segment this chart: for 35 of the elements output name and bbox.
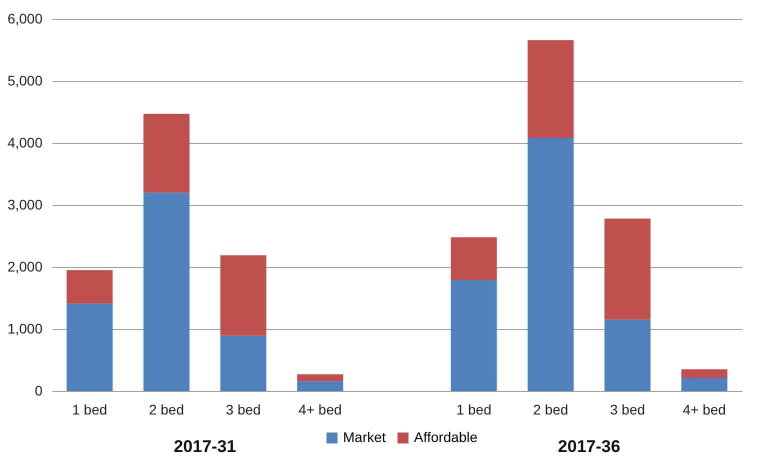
bar <box>528 138 574 391</box>
y-tick-label: 2,000 <box>7 258 43 274</box>
bar <box>66 304 113 391</box>
legend-label: Market <box>343 429 386 445</box>
y-tick-label: 1,000 <box>7 320 43 336</box>
bar <box>450 280 497 391</box>
x-tick-label: 4+ bed <box>298 402 342 418</box>
x-tick-label: 4+ bed <box>682 402 726 418</box>
y-tick-label: 6,000 <box>7 10 43 26</box>
text: 2017-36 <box>558 437 620 456</box>
bar <box>450 237 497 280</box>
bar <box>604 218 651 320</box>
legend-label: Affordable <box>414 429 478 445</box>
bar <box>528 40 574 138</box>
x-tick-label: 2 bed <box>148 402 184 418</box>
y-tick-label: 3,000 <box>7 196 43 212</box>
x-tick-label: 1 bed <box>72 402 108 418</box>
x-tick-label: 3 bed <box>610 402 646 418</box>
text: 2017-31 <box>174 437 236 456</box>
bar <box>143 192 190 391</box>
x-tick-label: 2 bed <box>533 402 568 418</box>
bar <box>220 336 266 391</box>
bar <box>66 270 113 304</box>
x-tick-label: 3 bed <box>226 402 261 418</box>
y-tick-label: 0 <box>34 382 43 398</box>
bar <box>143 114 190 193</box>
bar <box>297 381 344 391</box>
y-tick-label: 5,000 <box>7 72 43 88</box>
bar <box>681 369 728 378</box>
x-tick-label: 1 bed <box>456 402 492 418</box>
y-tick-label: 4,000 <box>7 134 43 150</box>
bar <box>604 320 651 391</box>
bar <box>220 255 266 336</box>
bar <box>297 374 344 382</box>
bar <box>681 378 728 391</box>
